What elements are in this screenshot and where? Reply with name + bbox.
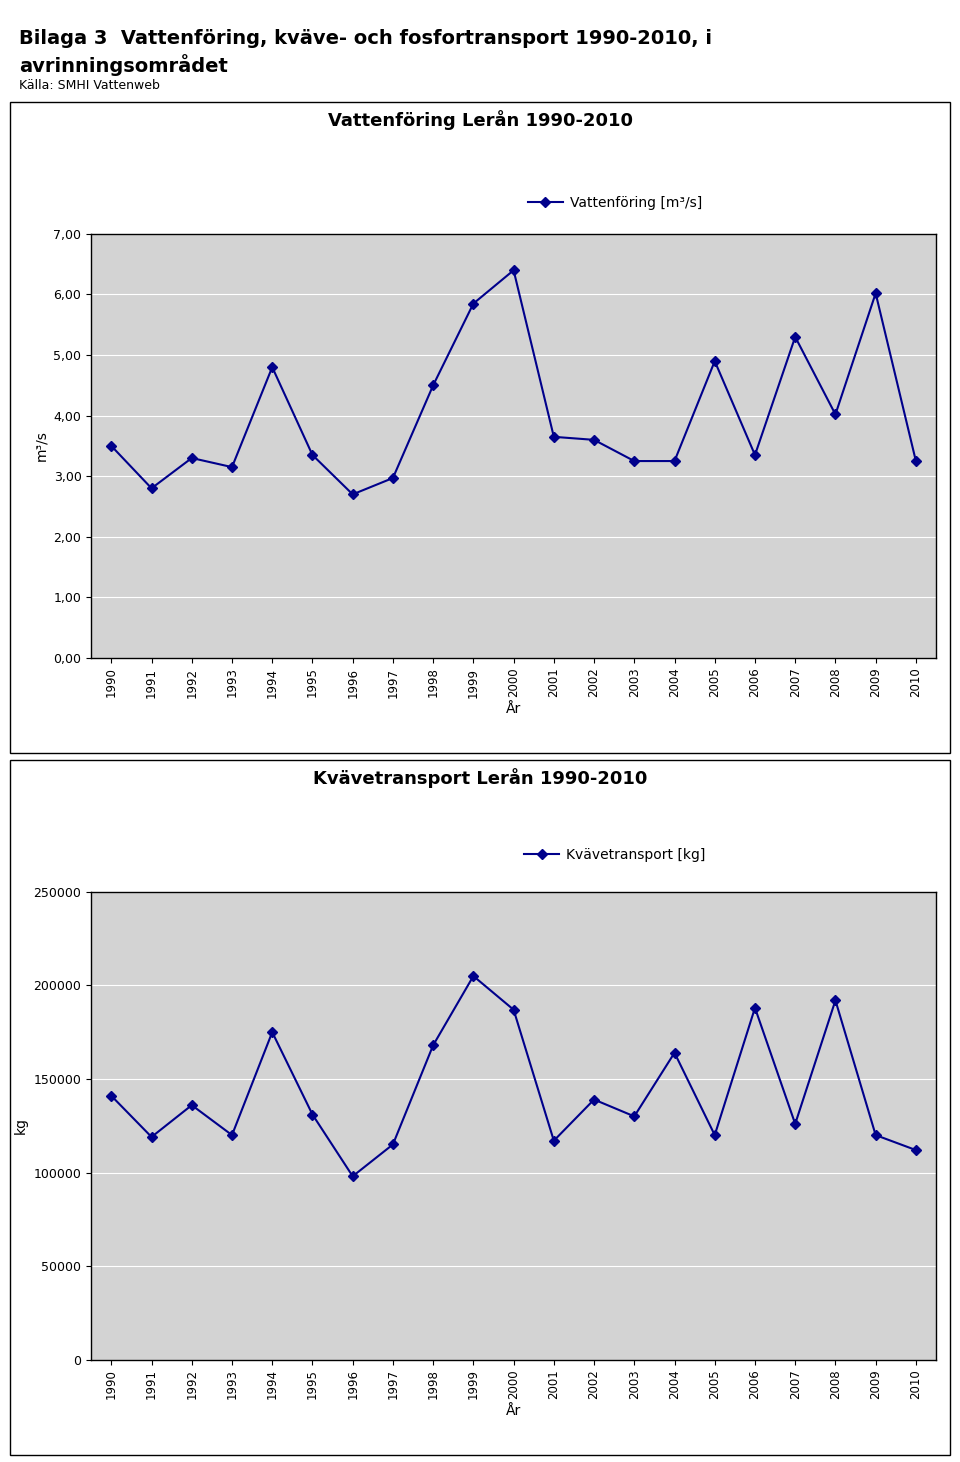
Y-axis label: m³/s: m³/s	[34, 430, 48, 462]
X-axis label: År: År	[506, 1404, 521, 1418]
Text: Vattenföring Lerån 1990-2010: Vattenföring Lerån 1990-2010	[327, 110, 633, 130]
Text: Källa: SMHI Vattenweb: Källa: SMHI Vattenweb	[19, 79, 160, 92]
Y-axis label: kg: kg	[14, 1117, 28, 1135]
Text: Bilaga 3  Vattenföring, kväve- och fosfortransport 1990-2010, i: Bilaga 3 Vattenföring, kväve- och fosfor…	[19, 29, 712, 48]
X-axis label: År: År	[506, 702, 521, 716]
Text: avrinningsområdet: avrinningsområdet	[19, 54, 228, 76]
Text: Kvävetransport Lerån 1990-2010: Kvävetransport Lerån 1990-2010	[313, 768, 647, 788]
Legend: Kvävetransport [kg]: Kvävetransport [kg]	[519, 842, 711, 868]
Legend: Vattenföring [m³/s]: Vattenföring [m³/s]	[522, 190, 708, 215]
